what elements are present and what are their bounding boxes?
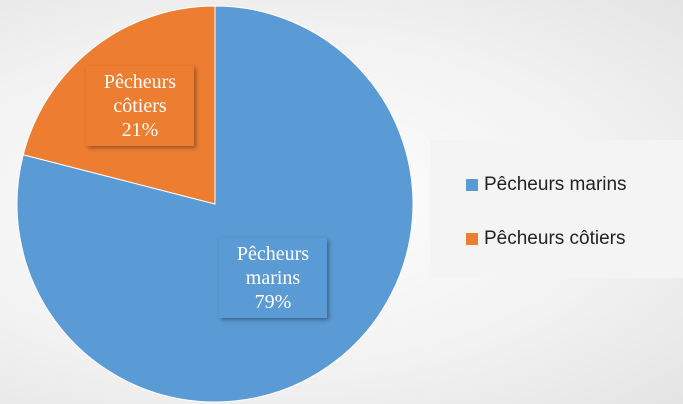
- data-label: Pêcheurs côtiers 21%: [86, 66, 194, 146]
- legend-item: Pêcheurs marins: [466, 174, 627, 196]
- data-label-name: Pêcheurs côtiers: [103, 71, 177, 117]
- data-label-value: 21%: [121, 119, 159, 141]
- data-label: Pêcheurs marins 79%: [219, 238, 327, 318]
- data-label-value: 79%: [254, 291, 292, 313]
- legend-label: Pêcheurs marins: [484, 174, 627, 195]
- legend-swatch: [466, 179, 478, 191]
- legend-label: Pêcheurs côtiers: [484, 228, 626, 249]
- legend: Pêcheurs marins Pêcheurs côtiers: [430, 140, 683, 278]
- legend-swatch: [466, 233, 478, 245]
- legend-item: Pêcheurs côtiers: [466, 228, 626, 250]
- data-label-name: Pêcheurs marins: [236, 243, 310, 289]
